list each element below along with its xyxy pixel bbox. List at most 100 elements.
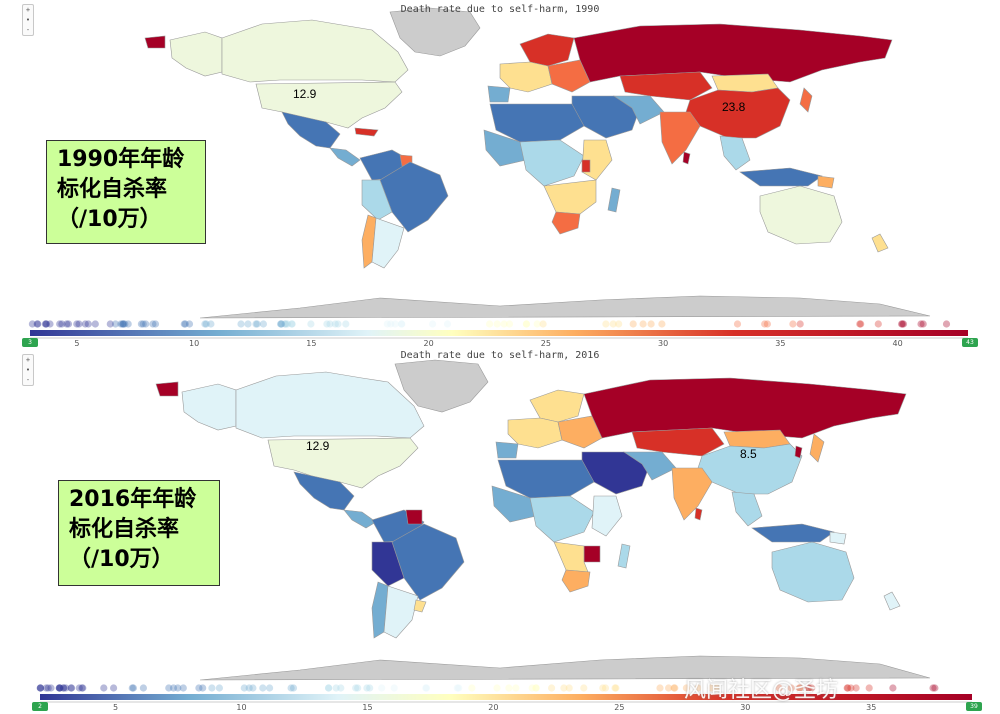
country-dot[interactable] (33, 320, 41, 328)
scale-max-handle[interactable]: 43 (962, 338, 978, 347)
argentina[interactable] (383, 585, 419, 639)
country-dot[interactable] (326, 320, 334, 328)
country-dot[interactable] (75, 320, 83, 328)
country-dot[interactable] (398, 320, 406, 328)
country-dot[interactable] (307, 320, 315, 328)
scandinavia[interactable] (519, 33, 575, 67)
country-dot[interactable] (917, 320, 925, 328)
kazakhstan[interactable] (619, 71, 713, 101)
country-dot[interactable] (707, 684, 715, 692)
argentina[interactable] (371, 217, 405, 269)
country-dot[interactable] (42, 320, 51, 328)
southern-africa[interactable] (553, 541, 589, 573)
canada[interactable] (221, 19, 409, 83)
iran-afgh[interactable] (613, 95, 665, 125)
country-dot[interactable] (119, 320, 127, 328)
country-dot[interactable] (383, 320, 391, 328)
scandinavia[interactable] (529, 389, 585, 423)
country-dot[interactable] (522, 320, 531, 328)
country-dot[interactable] (601, 684, 610, 692)
country-dot[interactable] (288, 320, 296, 328)
country-dot[interactable] (151, 320, 160, 328)
iberia[interactable] (487, 85, 511, 103)
country-dot[interactable] (363, 684, 371, 692)
country-dot[interactable] (639, 320, 647, 328)
country-dot[interactable] (84, 320, 92, 328)
country-dot[interactable] (500, 320, 508, 328)
russia[interactable] (573, 23, 893, 83)
indonesia[interactable] (739, 167, 823, 187)
country-dot[interactable] (615, 320, 623, 328)
country-dot[interactable] (174, 684, 182, 692)
country-dot[interactable] (180, 320, 188, 328)
country-dot[interactable] (73, 320, 81, 328)
country-dot[interactable] (201, 320, 209, 328)
country-dot[interactable] (56, 320, 64, 328)
country-dot[interactable] (244, 320, 252, 328)
country-dot[interactable] (34, 320, 42, 328)
country-dot[interactable] (249, 684, 257, 692)
country-dot[interactable] (55, 684, 64, 692)
country-dot[interactable] (795, 684, 804, 692)
country-dot[interactable] (128, 684, 136, 692)
country-dot[interactable] (548, 684, 556, 692)
country-dot[interactable] (121, 320, 129, 328)
usa[interactable] (267, 437, 419, 489)
brazil[interactable] (379, 161, 449, 233)
alaska[interactable] (181, 383, 237, 431)
country-dot[interactable] (337, 684, 345, 692)
country-dot[interactable] (931, 684, 939, 692)
south-africa[interactable] (551, 211, 581, 235)
country-dot[interactable] (79, 684, 87, 692)
country-dot[interactable] (245, 684, 253, 692)
indonesia[interactable] (751, 523, 835, 543)
country-dot[interactable] (62, 684, 70, 692)
country-dot[interactable] (331, 320, 339, 328)
country-dot[interactable] (387, 320, 395, 328)
suriname[interactable] (405, 509, 423, 525)
country-dot[interactable] (671, 684, 679, 692)
west-africa[interactable] (491, 485, 537, 523)
country-dot[interactable] (129, 684, 137, 692)
country-dot[interactable] (354, 684, 362, 692)
country-dot[interactable] (580, 684, 588, 692)
country-dot[interactable] (282, 320, 290, 328)
country-dot[interactable] (179, 684, 187, 692)
western-europe[interactable] (507, 417, 563, 449)
country-dot[interactable] (533, 320, 541, 328)
se-asia[interactable] (719, 135, 751, 171)
peru-bolivia[interactable] (361, 179, 393, 221)
country-dot[interactable] (149, 320, 157, 328)
country-dot[interactable] (55, 684, 63, 692)
alaska-tip[interactable] (155, 381, 179, 397)
country-dot[interactable] (390, 684, 398, 692)
color-scale-2016[interactable]: 2 39 5 10 15 20 25 30 35 (0, 680, 1000, 714)
country-dot[interactable] (942, 320, 951, 328)
country-dot[interactable] (287, 684, 295, 692)
scale-min-handle[interactable]: 3 (22, 338, 38, 347)
country-dot[interactable] (259, 320, 267, 328)
scale-min-handle[interactable]: 2 (32, 702, 48, 711)
world-map-2016[interactable]: 12.9 8.5 (0, 350, 1000, 714)
country-dot[interactable] (266, 684, 274, 692)
eastern-europe[interactable] (547, 59, 591, 93)
canada[interactable] (235, 371, 425, 439)
country-dot[interactable] (169, 684, 178, 692)
country-dot[interactable] (324, 684, 333, 692)
country-dot[interactable] (391, 320, 399, 328)
russia[interactable] (583, 377, 907, 439)
country-dot[interactable] (857, 320, 865, 328)
country-dot[interactable] (808, 684, 816, 692)
country-dot[interactable] (796, 684, 804, 692)
country-dot[interactable] (41, 320, 50, 328)
country-dot[interactable] (612, 684, 620, 692)
country-dot[interactable] (455, 684, 463, 692)
iberia[interactable] (495, 441, 519, 459)
country-dot[interactable] (342, 320, 350, 328)
country-dot[interactable] (422, 684, 430, 692)
country-dot[interactable] (100, 684, 108, 692)
country-dot[interactable] (42, 320, 50, 328)
country-dot[interactable] (611, 684, 619, 692)
country-dot[interactable] (378, 684, 386, 692)
greenland[interactable] (389, 7, 481, 57)
